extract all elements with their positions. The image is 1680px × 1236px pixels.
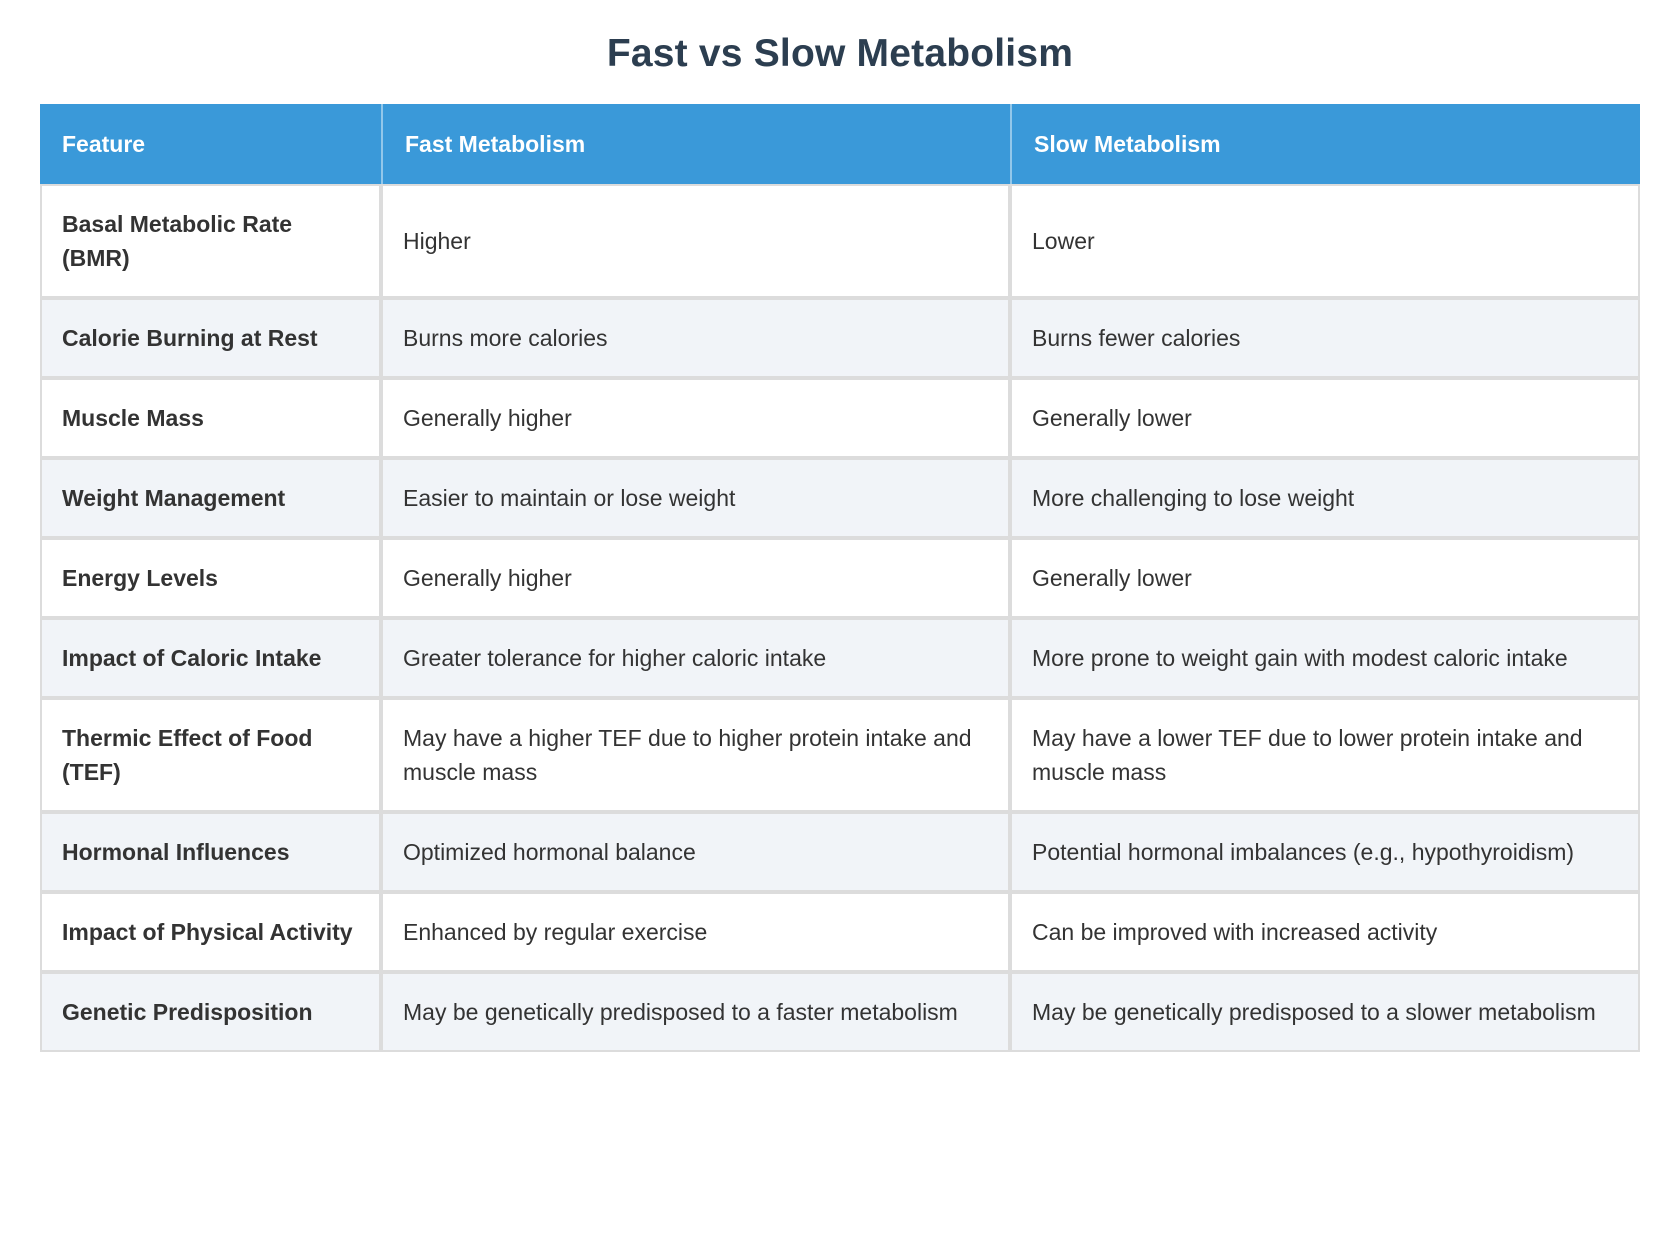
fast-metabolism-cell: Burns more calories [381,298,1010,378]
fast-metabolism-cell: May have a higher TEF due to higher prot… [381,698,1010,812]
feature-cell: Impact of Physical Activity [40,892,381,972]
feature-cell: Weight Management [40,458,381,538]
table-row: Genetic Predisposition May be genetically… [40,972,1640,1052]
fast-metabolism-cell: Generally higher [381,378,1010,458]
slow-metabolism-cell: Potential hormonal imbalances (e.g., hyp… [1010,812,1640,892]
slow-metabolism-cell: Generally lower [1010,538,1640,618]
fast-metabolism-cell: Generally higher [381,538,1010,618]
feature-cell: Energy Levels [40,538,381,618]
feature-cell: Hormonal Influences [40,812,381,892]
comparison-table: Feature Fast Metabolism Slow Metabolism … [40,104,1640,1052]
column-header-feature: Feature [40,104,381,184]
column-header-fast-metabolism: Fast Metabolism [381,104,1010,184]
table-row: Impact of Caloric Intake Greater toleranc… [40,618,1640,698]
table-header: Feature Fast Metabolism Slow Metabolism [40,104,1640,184]
fast-metabolism-cell: Greater tolerance for higher caloric int… [381,618,1010,698]
table-body: Basal Metabolic Rate (BMR) Higher Lower Cal… [40,184,1640,1052]
fast-metabolism-cell: Easier to maintain or lose weight [381,458,1010,538]
slow-metabolism-cell: Burns fewer calories [1010,298,1640,378]
slow-metabolism-cell: May have a lower TEF due to lower protei… [1010,698,1640,812]
fast-metabolism-cell: Enhanced by regular exercise [381,892,1010,972]
feature-cell: Impact of Caloric Intake [40,618,381,698]
slow-metabolism-cell: Can be improved with increased activity [1010,892,1640,972]
slow-metabolism-cell: More challenging to lose weight [1010,458,1640,538]
slow-metabolism-cell: May be genetically predisposed to a slow… [1010,972,1640,1052]
page-title: Fast vs Slow Metabolism [606,32,1074,75]
table-row: Hormonal Influences Optimized hormonal ba… [40,812,1640,892]
feature-cell: Genetic Predisposition [40,972,381,1052]
table-row: Thermic Effect of Food (TEF) May have a h… [40,698,1640,812]
fast-metabolism-cell: Higher [381,184,1010,298]
feature-cell: Muscle Mass [40,378,381,458]
table-row: Muscle Mass Generally higher Generally low… [40,378,1640,458]
slow-metabolism-cell: Lower [1010,184,1640,298]
feature-cell: Thermic Effect of Food (TEF) [40,698,381,812]
feature-cell: Calorie Burning at Rest [40,298,381,378]
column-header-slow-metabolism: Slow Metabolism [1010,104,1640,184]
table-row: Impact of Physical Activity Enhanced by r… [40,892,1640,972]
table-row: Calorie Burning at Rest Burns more calori… [40,298,1640,378]
table-row: Energy Levels Generally higher Generally l… [40,538,1640,618]
slow-metabolism-cell: Generally lower [1010,378,1640,458]
table-row: Basal Metabolic Rate (BMR) Higher Lower [40,184,1640,298]
slow-metabolism-cell: More prone to weight gain with modest ca… [1010,618,1640,698]
table-row: Weight Management Easier to maintain or l… [40,458,1640,538]
header-row: Feature Fast Metabolism Slow Metabolism [40,104,1640,184]
fast-metabolism-cell: May be genetically predisposed to a fast… [381,972,1010,1052]
fast-metabolism-cell: Optimized hormonal balance [381,812,1010,892]
feature-cell: Basal Metabolic Rate (BMR) [40,184,381,298]
